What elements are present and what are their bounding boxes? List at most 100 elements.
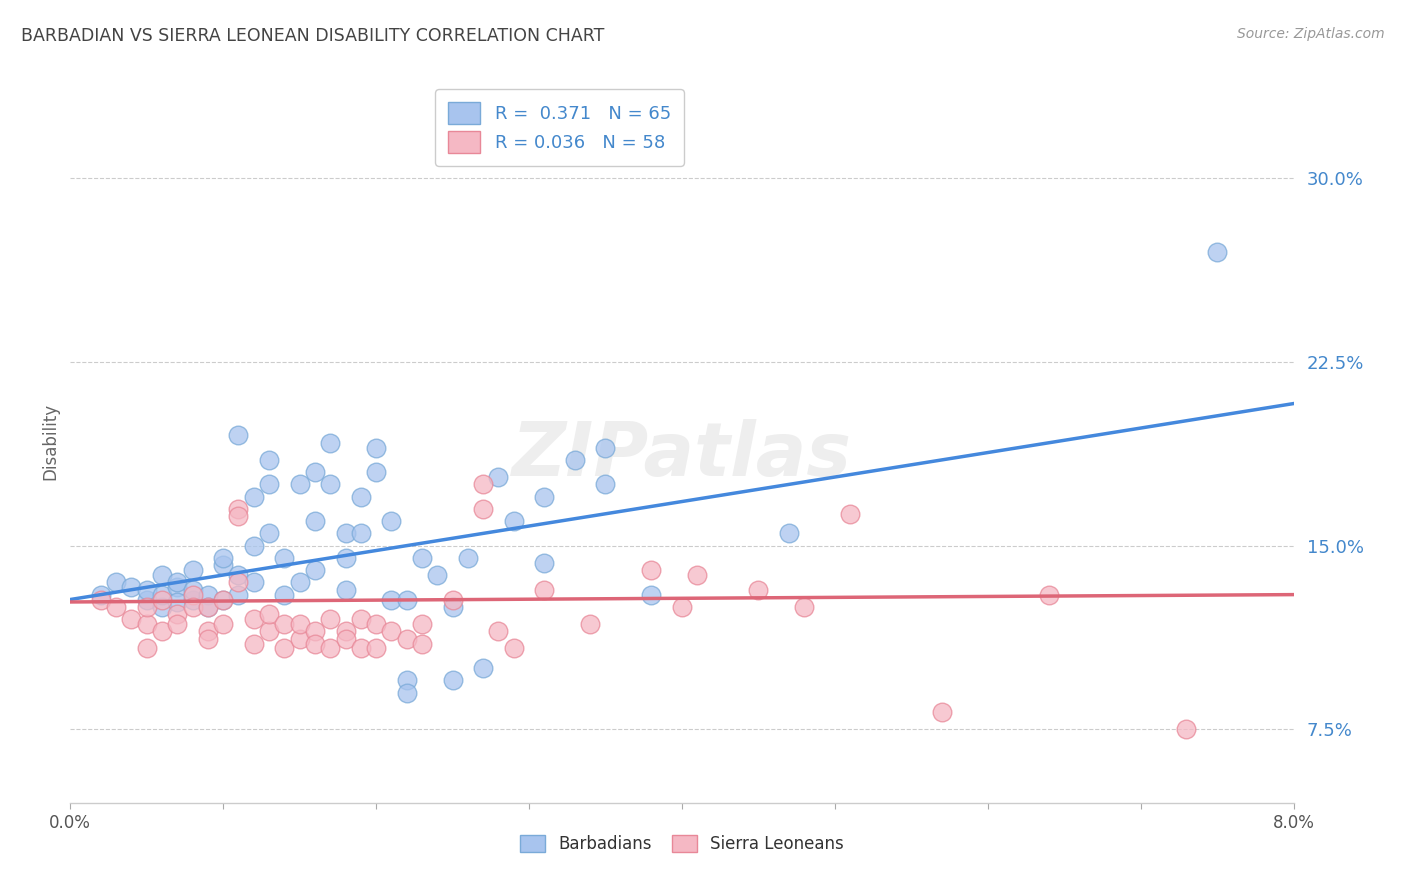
Point <box>747 582 769 597</box>
Point <box>304 637 326 651</box>
Point <box>243 612 266 626</box>
Point <box>931 705 953 719</box>
Point <box>212 592 235 607</box>
Point <box>579 617 602 632</box>
Point <box>380 514 402 528</box>
Point <box>121 612 143 626</box>
Point <box>150 588 173 602</box>
Point <box>166 580 188 594</box>
Point <box>105 599 128 614</box>
Point <box>166 595 188 609</box>
Point <box>228 588 250 602</box>
Point <box>257 477 280 491</box>
Point <box>166 617 188 632</box>
Point <box>319 435 342 450</box>
Point <box>181 563 204 577</box>
Point <box>472 502 495 516</box>
Point <box>288 617 311 632</box>
Point <box>366 465 388 479</box>
Point <box>243 637 266 651</box>
Point <box>441 592 464 607</box>
Point <box>288 632 311 646</box>
Point <box>502 641 524 656</box>
Point <box>350 612 373 626</box>
Point <box>257 624 280 639</box>
Point <box>150 592 173 607</box>
Point <box>686 568 709 582</box>
Text: BARBADIAN VS SIERRA LEONEAN DISABILITY CORRELATION CHART: BARBADIAN VS SIERRA LEONEAN DISABILITY C… <box>21 27 605 45</box>
Point <box>135 599 157 614</box>
Point <box>212 592 235 607</box>
Point <box>350 490 373 504</box>
Point <box>319 477 342 491</box>
Point <box>166 575 188 590</box>
Point <box>380 624 402 639</box>
Point <box>411 617 433 632</box>
Point <box>395 632 418 646</box>
Point <box>228 509 250 524</box>
Point <box>640 563 662 577</box>
Point <box>335 624 357 639</box>
Point <box>426 568 449 582</box>
Point <box>411 550 433 565</box>
Point <box>181 592 204 607</box>
Point <box>135 641 157 656</box>
Point <box>335 550 357 565</box>
Point <box>533 490 555 504</box>
Point <box>105 575 128 590</box>
Point <box>671 599 693 614</box>
Point <box>457 550 479 565</box>
Point <box>273 550 295 565</box>
Point <box>366 617 388 632</box>
Point <box>533 556 555 570</box>
Point <box>441 673 464 688</box>
Point <box>564 453 586 467</box>
Text: Source: ZipAtlas.com: Source: ZipAtlas.com <box>1237 27 1385 41</box>
Point <box>257 607 280 622</box>
Point <box>197 632 219 646</box>
Point <box>288 575 311 590</box>
Point <box>257 526 280 541</box>
Point <box>150 599 173 614</box>
Point <box>181 599 204 614</box>
Point <box>228 575 250 590</box>
Point <box>197 624 219 639</box>
Point <box>243 575 266 590</box>
Point <box>181 588 204 602</box>
Point <box>502 514 524 528</box>
Point <box>228 428 250 442</box>
Point <box>533 582 555 597</box>
Point <box>257 453 280 467</box>
Point <box>166 607 188 622</box>
Point <box>335 526 357 541</box>
Point <box>135 617 157 632</box>
Point <box>335 582 357 597</box>
Point <box>90 588 112 602</box>
Point <box>135 582 157 597</box>
Point <box>366 441 388 455</box>
Point <box>1206 244 1229 259</box>
Point <box>488 624 510 639</box>
Point <box>304 514 326 528</box>
Point <box>595 441 617 455</box>
Text: ZIPatlas: ZIPatlas <box>512 419 852 492</box>
Point <box>212 550 235 565</box>
Point <box>472 661 495 675</box>
Point <box>150 624 173 639</box>
Point <box>366 641 388 656</box>
Point <box>304 465 326 479</box>
Point <box>197 588 219 602</box>
Point <box>335 632 357 646</box>
Point <box>778 526 800 541</box>
Point <box>243 490 266 504</box>
Point <box>243 539 266 553</box>
Point <box>441 599 464 614</box>
Point <box>472 477 495 491</box>
Legend: Barbadians, Sierra Leoneans: Barbadians, Sierra Leoneans <box>513 828 851 860</box>
Point <box>319 612 342 626</box>
Point <box>839 507 862 521</box>
Point <box>273 617 295 632</box>
Point <box>595 477 617 491</box>
Point <box>212 558 235 573</box>
Point <box>135 592 157 607</box>
